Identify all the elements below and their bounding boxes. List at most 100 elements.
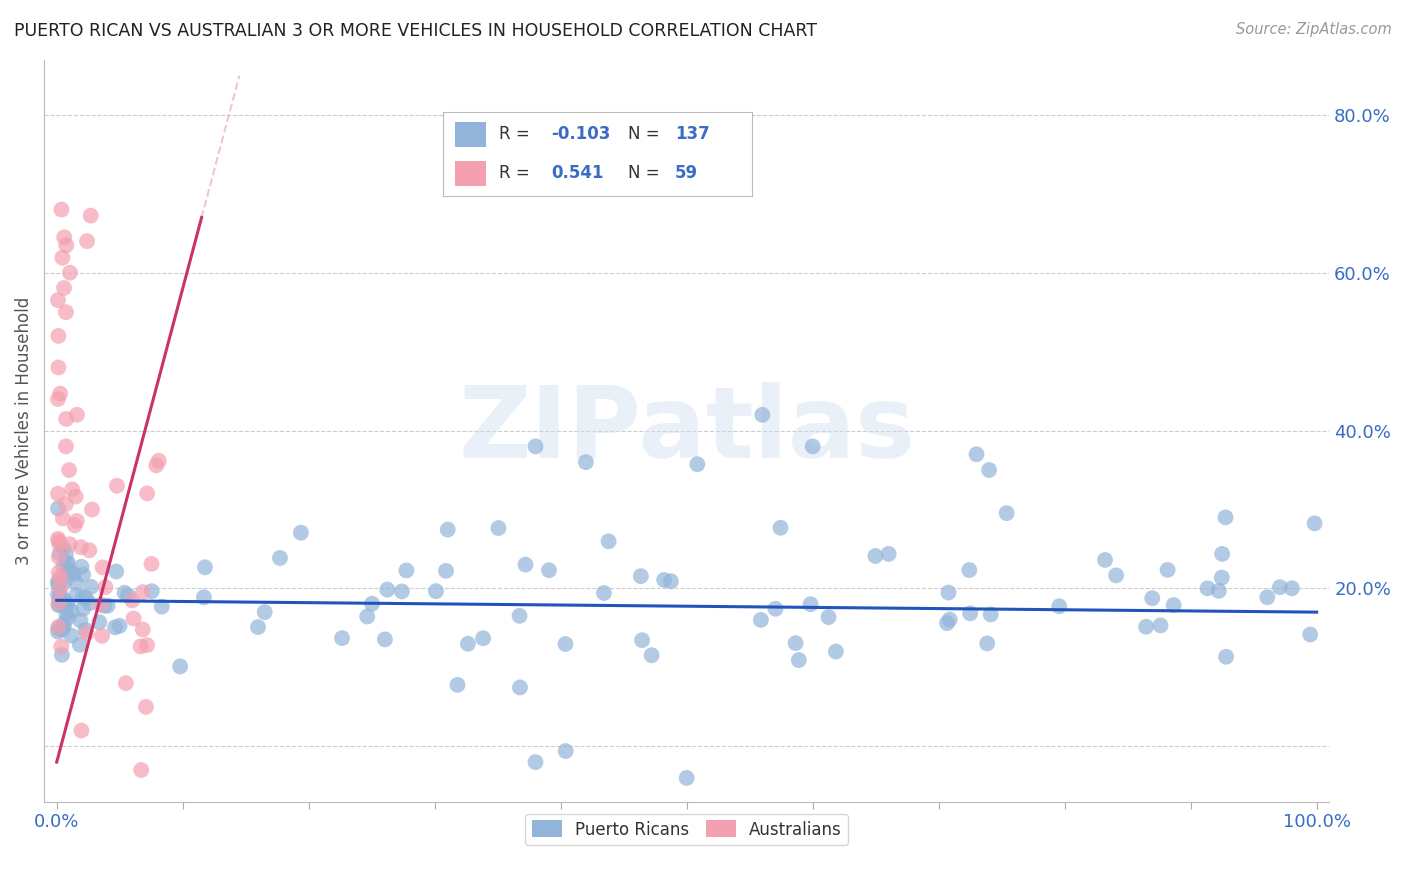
Point — [135, 699, 157, 714]
Point — [995, 506, 1018, 520]
Point — [938, 585, 960, 599]
Point — [53, 592, 76, 607]
Point — [66, 514, 89, 528]
Point — [652, 573, 675, 587]
Point — [65, 588, 87, 602]
Point — [46, 574, 69, 589]
Point — [434, 564, 457, 578]
Point — [132, 585, 155, 599]
Bar — [456, 161, 486, 186]
Point — [52, 541, 75, 555]
Point — [509, 608, 531, 623]
Point — [49, 588, 72, 602]
Point — [72, 602, 94, 616]
Point — [801, 439, 824, 453]
Point — [51, 648, 73, 662]
Point — [640, 648, 662, 663]
Point — [330, 631, 353, 645]
Point — [446, 678, 468, 692]
Point — [554, 744, 576, 758]
Point — [686, 457, 709, 471]
Point — [966, 447, 988, 461]
Point — [53, 230, 76, 244]
Point — [89, 615, 111, 629]
Point — [141, 584, 163, 599]
Point — [488, 521, 510, 535]
Point — [290, 525, 312, 540]
Point — [1211, 547, 1233, 561]
Point — [56, 597, 79, 611]
Point — [55, 238, 77, 252]
Point — [145, 458, 167, 473]
Point — [48, 597, 70, 611]
Point — [69, 614, 91, 628]
Point — [90, 598, 112, 612]
Point — [72, 567, 94, 582]
Point — [1135, 620, 1157, 634]
Point — [593, 586, 616, 600]
Point — [356, 609, 378, 624]
Point — [122, 611, 145, 625]
Point — [537, 563, 560, 577]
Point — [938, 613, 960, 627]
Point — [55, 305, 77, 319]
Point — [132, 623, 155, 637]
Point — [80, 580, 103, 594]
Text: PUERTO RICAN VS AUSTRALIAN 3 OR MORE VEHICLES IN HOUSEHOLD CORRELATION CHART: PUERTO RICAN VS AUSTRALIAN 3 OR MORE VEH… — [14, 22, 817, 40]
Text: Source: ZipAtlas.com: Source: ZipAtlas.com — [1236, 22, 1392, 37]
Point — [246, 620, 269, 634]
Point — [51, 623, 73, 637]
Point — [141, 557, 163, 571]
Point — [46, 624, 69, 639]
Point — [976, 636, 998, 650]
Point — [53, 574, 76, 589]
Point — [800, 597, 823, 611]
Point — [817, 610, 839, 624]
Point — [56, 556, 79, 570]
Text: N =: N = — [628, 164, 665, 182]
Point — [52, 598, 75, 612]
Point — [46, 532, 69, 546]
Point — [1156, 563, 1178, 577]
Y-axis label: 3 or more Vehicles in Household: 3 or more Vehicles in Household — [15, 296, 32, 565]
Text: -0.103: -0.103 — [551, 126, 610, 144]
Point — [980, 607, 1002, 622]
Point — [115, 676, 138, 690]
Point — [52, 620, 75, 634]
Point — [253, 605, 276, 619]
Point — [76, 234, 98, 248]
Point — [509, 681, 531, 695]
Point — [785, 636, 807, 650]
Point — [56, 598, 79, 612]
Point — [598, 534, 620, 549]
Text: 137: 137 — [675, 126, 710, 144]
Point — [48, 592, 70, 607]
Point — [79, 209, 101, 223]
Text: 0.541: 0.541 — [551, 164, 603, 182]
Point — [48, 598, 70, 612]
Point — [524, 439, 547, 453]
Legend: Puerto Ricans, Australians: Puerto Ricans, Australians — [524, 814, 848, 846]
Point — [51, 202, 73, 217]
Point — [1256, 591, 1278, 605]
Point — [59, 537, 82, 551]
Point — [361, 597, 384, 611]
Point — [169, 659, 191, 673]
Point — [91, 560, 114, 574]
Point — [1094, 553, 1116, 567]
Bar — [456, 121, 486, 147]
Point — [104, 620, 127, 634]
Point — [1215, 510, 1237, 524]
Point — [554, 637, 576, 651]
Point — [46, 577, 69, 591]
Text: ZIPatlas: ZIPatlas — [458, 382, 915, 479]
Point — [1142, 591, 1164, 606]
Point — [395, 564, 418, 578]
Point — [375, 582, 398, 597]
Point — [457, 637, 479, 651]
Point — [79, 543, 101, 558]
Point — [49, 546, 72, 560]
Point — [49, 386, 72, 401]
Point — [136, 638, 159, 652]
Point — [1047, 599, 1070, 614]
